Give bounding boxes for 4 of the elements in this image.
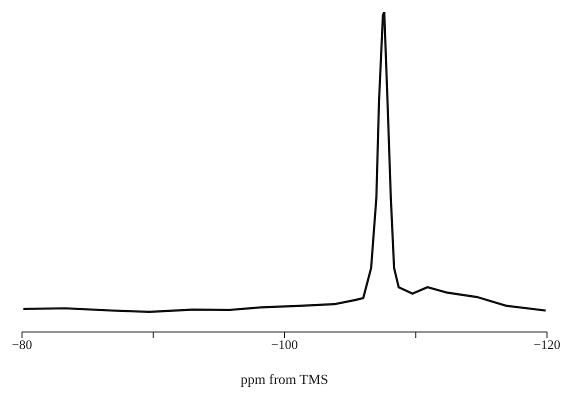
x-tick-label: −100 [271,337,298,352]
x-tick-label: −120 [534,337,560,352]
x-axis-title: ppm from TMS [240,373,328,388]
x-tick-label: −80 [12,337,32,352]
